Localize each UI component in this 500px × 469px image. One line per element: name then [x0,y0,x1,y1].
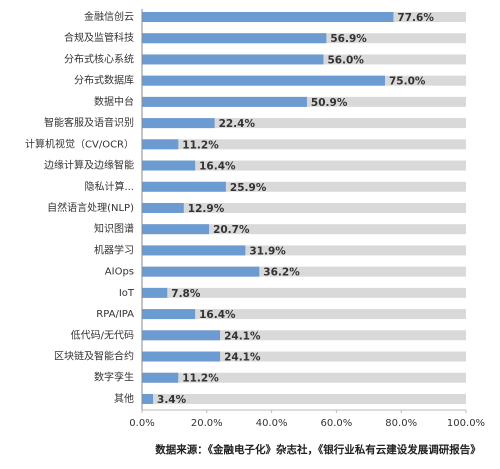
value-label: 11.2% [182,139,219,151]
bar-background [142,181,466,192]
bar [142,372,179,383]
bar-background [142,202,466,213]
bar [142,118,215,129]
y-tick-label: 分布式数据库 [74,74,134,87]
value-label: 31.9% [249,245,286,257]
value-label: 56.9% [330,33,367,45]
bar [142,330,221,341]
value-label: 50.9% [311,97,348,109]
bar-background [142,287,466,298]
y-tick-label: 数据中台 [94,95,134,108]
bar [142,96,307,107]
bar-background [142,118,466,129]
y-tick-label: 自然语言处理(NLP) [47,201,134,214]
bar [142,266,260,277]
value-label: 20.7% [213,224,250,236]
value-label: 7.8% [171,288,201,300]
bar [142,75,385,86]
x-tick-label: 80.0% [385,418,417,429]
value-label: 24.1% [224,330,261,342]
bar-background [142,372,466,383]
y-tick-label: 其他 [114,392,134,405]
bar-background [142,393,466,404]
value-label: 24.1% [224,352,261,364]
value-label: 12.9% [188,203,225,215]
bar [142,224,210,235]
bar [142,309,196,320]
x-tick-label: 20.0% [191,418,223,429]
bar [142,160,196,171]
value-label: 36.2% [263,267,300,279]
source-note: 数据来源：《金融电子化》杂志社，《银行业私有云建设发展调研报告》 [154,443,481,456]
bar [142,33,327,44]
bar [142,181,226,192]
y-tick-label: 边缘计算及边缘智能 [44,159,134,172]
y-tick-label: 机器学习 [94,243,134,256]
bar [142,139,179,150]
y-tick-label: IoT [119,288,135,299]
y-tick-label: 数字孪生 [94,371,134,384]
bar-background [142,266,466,277]
y-tick-label: 低代码/无代码 [71,328,134,341]
bar-background [142,160,466,171]
value-label: 22.4% [219,118,256,130]
y-tick-label: 分布式核心系统 [64,52,134,65]
value-label: 16.4% [199,309,236,321]
bar [142,287,168,298]
bar-background [142,245,466,256]
bar-background [142,139,466,150]
value-label: 75.0% [389,76,426,88]
bar [142,351,221,362]
y-tick-label: AIOps [105,267,134,278]
value-label: 16.4% [199,161,236,173]
y-tick-label: 合规及监管科技 [64,31,134,44]
x-tick-label: 100.0% [447,418,485,429]
bar [142,393,154,404]
value-label: 56.0% [327,54,364,66]
x-tick-label: 60.0% [321,418,353,429]
y-tick-label: RPA/IPA [96,309,134,320]
bar-background [142,351,466,362]
bar [142,12,394,22]
value-label: 11.2% [182,373,219,385]
bar-background [142,224,466,235]
y-tick-label: 区块链及智能合约 [54,350,134,363]
y-tick-label: 隐私计算... [84,180,134,193]
y-tick-label: 金融信创云 [84,10,134,23]
bar [142,202,184,213]
bar [142,245,246,256]
x-tick-label: 0.0% [129,418,154,429]
value-label: 3.4% [157,394,187,406]
bar [142,54,324,65]
bar-background [142,309,466,320]
y-tick-label: 知识图谱 [94,222,134,235]
value-label: 77.6% [397,12,434,24]
y-tick-label: 计算机视觉（CV/OCR） [25,137,134,150]
value-label: 25.9% [230,182,267,194]
y-tick-label: 智能客服及语音识别 [44,116,134,129]
bar-background [142,330,466,341]
x-tick-label: 40.0% [256,418,288,429]
